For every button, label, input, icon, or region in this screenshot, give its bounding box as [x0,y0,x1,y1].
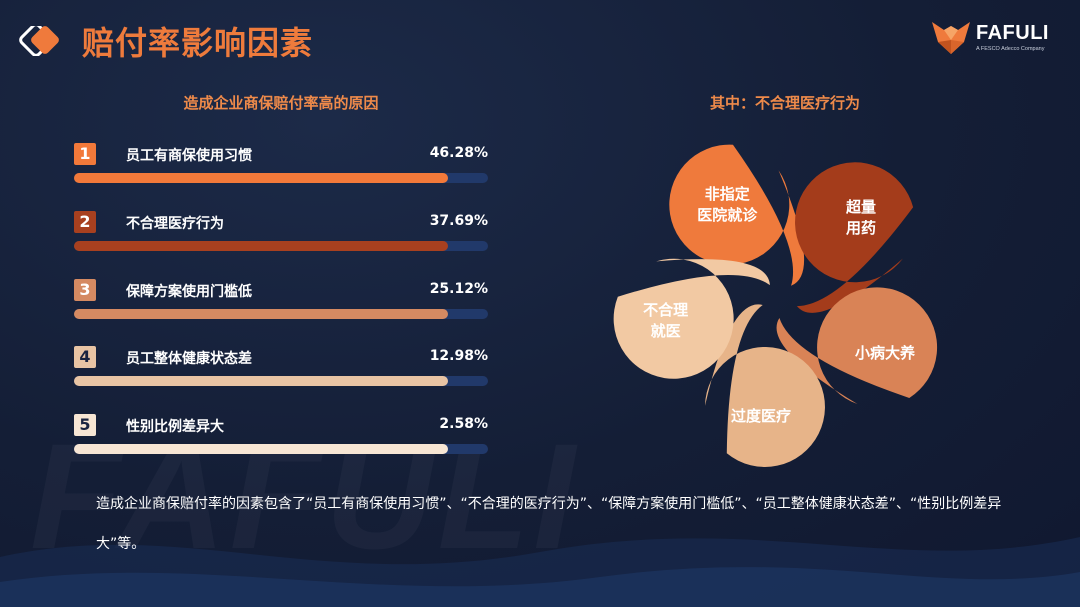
rank-badge: 2 [74,211,96,233]
progress-fill [74,173,448,183]
petal-label: 小病大养 [855,343,916,362]
progress-fill [74,376,448,386]
brand-logo: FAFULI A FESCO Adecco Company [930,20,1060,60]
flower-petal [613,258,770,379]
reason-row: 3 保障方案使用门槛低 25.12% [74,279,488,331]
progress-track [74,309,488,319]
petal-label: 不合理 就医 [643,300,689,340]
progress-fill [74,444,448,454]
progress-track [74,444,488,454]
flower-petal [704,304,825,467]
reason-row: 2 不合理医疗行为 37.69% [74,211,488,263]
brand-name: FAFULI [976,22,1049,44]
reason-row: 4 员工整体健康状态差 12.98% [74,346,488,398]
reason-percent: 25.12% [429,281,488,297]
title-arrow-icon [19,26,59,56]
brand-tagline: A FESCO Adecco Company [976,46,1045,52]
rank-badge: 5 [74,414,96,436]
reason-label: 保障方案使用门槛低 [126,284,252,300]
reason-row: 5 性别比例差异大 2.58% [74,414,488,466]
page-title: 赔付率影响因素 [82,24,314,62]
progress-track [74,376,488,386]
flower-petals [613,144,938,467]
progress-track [74,173,488,183]
petal-label: 过度医疗 [730,407,791,426]
progress-track [74,241,488,251]
reason-percent: 12.98% [429,348,488,364]
rank-badge: 4 [74,346,96,368]
fox-logo-icon [932,22,970,54]
progress-fill [74,241,448,251]
petal-label: 超量 用药 [846,198,877,238]
rank-badge: 1 [74,143,96,165]
flower-petal [776,287,938,405]
progress-fill [74,309,448,319]
reason-percent: 2.58% [439,416,488,432]
reason-percent: 37.69% [429,213,488,229]
reason-percent: 46.28% [429,145,488,161]
flower-petal [669,144,805,286]
reason-label: 不合理医疗行为 [126,216,224,232]
right-panel-title: 其中：不合理医疗行为 [709,94,860,112]
left-panel-title: 造成企业商保赔付率高的原因 [183,94,379,112]
reason-label: 性别比例差异大 [126,419,224,435]
reason-row: 1 员工有商保使用习惯 46.28% [74,143,488,195]
reason-label: 员工有商保使用习惯 [126,148,252,164]
summary-text: 造成企业商保赔付率的因素包含了“员工有商保使用习惯”、“不合理的医疗行为”、“保… [96,496,1002,552]
background-wave [0,537,1080,607]
rank-badge: 3 [74,279,96,301]
behavior-flower-diagram: 非指定 医院就诊 超量 用药小病大养过度医疗 不合理 就医 [600,120,960,480]
flower-petal [795,162,914,313]
reason-label: 员工整体健康状态差 [126,351,252,367]
petal-label: 非指定 医院就诊 [697,184,758,224]
